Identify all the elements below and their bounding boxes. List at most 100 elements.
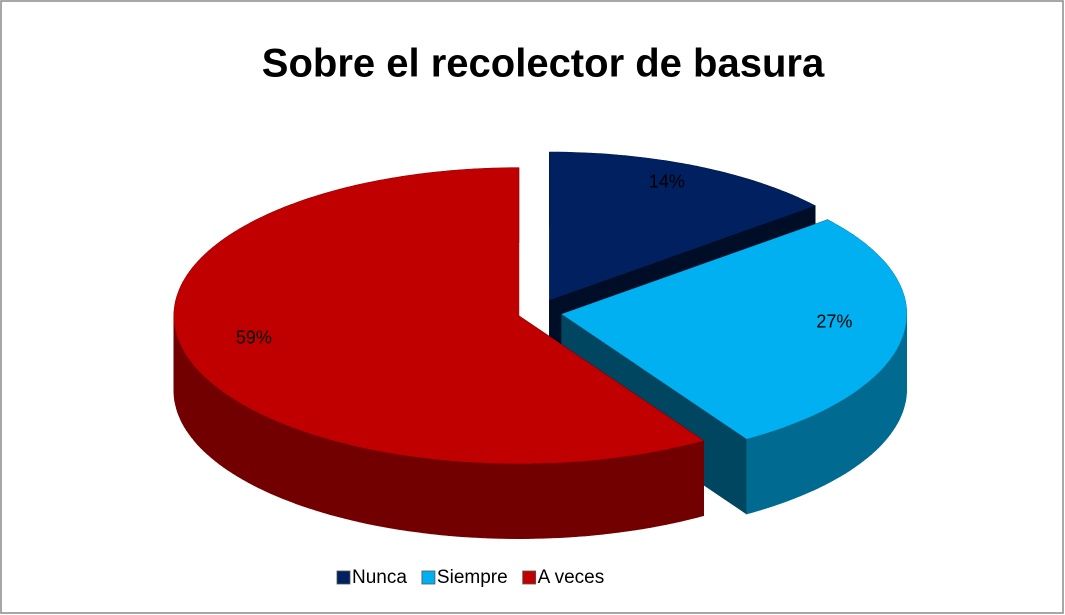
slice-side: [423, 457, 432, 535]
slice-side: [559, 461, 569, 539]
slice-side: [203, 375, 208, 455]
slice-side: [344, 443, 353, 521]
slice-side: [448, 460, 458, 537]
slice-side: [867, 378, 872, 459]
slice-side: [329, 439, 338, 517]
slice-side: [890, 354, 894, 435]
legend-label: Nunca: [352, 567, 407, 588]
slice-side: [232, 397, 239, 478]
slice-side: [874, 371, 879, 452]
slice-side: [892, 350, 896, 432]
data-label: 14%: [649, 172, 685, 192]
slice-side: [834, 400, 841, 480]
slice-side: [854, 388, 860, 468]
slice-side: [696, 440, 704, 518]
slice-side: [760, 432, 769, 511]
slice-side: [642, 452, 651, 530]
slice-side: [878, 368, 883, 449]
legend-swatch: [336, 570, 351, 585]
slice-side: [550, 462, 560, 539]
slice-side: [258, 412, 266, 492]
slice-side: [895, 346, 898, 428]
slice-side: [576, 460, 586, 537]
slice-side: [499, 463, 509, 539]
slice-side: [746, 436, 755, 515]
slice-side: [884, 361, 889, 442]
slice-side: [191, 361, 195, 442]
slice-side: [863, 381, 868, 462]
slice-side: [787, 422, 795, 502]
slice: [173, 167, 704, 540]
slice-side: [829, 403, 836, 483]
slice-side: [542, 462, 552, 539]
slice-side: [465, 461, 475, 538]
slice-side: [295, 428, 303, 507]
slice-side: [237, 400, 244, 481]
slice-side: [845, 394, 851, 474]
legend-label: A veces: [538, 567, 605, 588]
slice-side: [490, 462, 500, 539]
slice-side: [800, 417, 808, 497]
slice-side: [871, 375, 876, 455]
slice-side: [214, 385, 220, 465]
slice-side: [414, 456, 424, 534]
slice-side: [665, 447, 675, 525]
slice-side: [767, 430, 775, 509]
slice-side: [351, 444, 360, 523]
slice-side: [507, 463, 517, 540]
slice-side: [533, 462, 543, 539]
legend-swatch: [421, 570, 436, 585]
slice-side: [315, 434, 324, 513]
slice-side: [390, 452, 400, 530]
slice-side: [516, 463, 526, 539]
slice-side: [367, 448, 376, 526]
slice-side: [200, 371, 205, 452]
slice-side: [482, 462, 492, 539]
slice-side: [374, 449, 384, 528]
slice-side: [840, 397, 846, 477]
slice-side: [431, 458, 441, 536]
slice-top: [561, 219, 907, 439]
legend-label: Siempre: [437, 567, 508, 588]
slice-side: [322, 437, 331, 516]
slice-side: [812, 412, 819, 492]
slice-side: [781, 425, 789, 504]
slice-side: [818, 409, 825, 489]
slice-side: [382, 451, 392, 529]
slice-side: [270, 418, 277, 497]
slice-side: [219, 388, 224, 468]
slice: [561, 219, 907, 515]
slice-side: [253, 409, 260, 489]
slice-side: [227, 394, 234, 475]
slice-side: [223, 391, 229, 471]
slice-side: [196, 368, 201, 449]
slice-side: [774, 427, 782, 506]
slice-side: [282, 423, 290, 502]
slice-side: [609, 457, 619, 534]
slice-side: [264, 415, 271, 494]
slice-side: [302, 430, 310, 509]
slice-side: [584, 459, 594, 537]
slice-side: [188, 357, 192, 439]
data-label: 59%: [236, 327, 272, 347]
slice-side: [567, 461, 577, 538]
slice-side: [753, 434, 762, 513]
slice-side: [626, 454, 635, 532]
chart-title: Sobre el recolector de basura: [262, 42, 825, 86]
slice-side: [806, 415, 814, 494]
slice-side: [658, 449, 667, 527]
slice-side: [456, 460, 466, 538]
slice-side: [210, 381, 216, 462]
slice-side: [673, 445, 682, 524]
slice-side: [247, 406, 254, 486]
slice-side: [337, 441, 345, 519]
slice-side: [524, 463, 534, 540]
data-label: 27%: [816, 311, 852, 331]
slice-side: [276, 420, 284, 500]
slice-top: [549, 152, 816, 301]
slice-side: [794, 420, 801, 499]
slice-side: [398, 454, 408, 532]
slice-side: [359, 446, 368, 525]
